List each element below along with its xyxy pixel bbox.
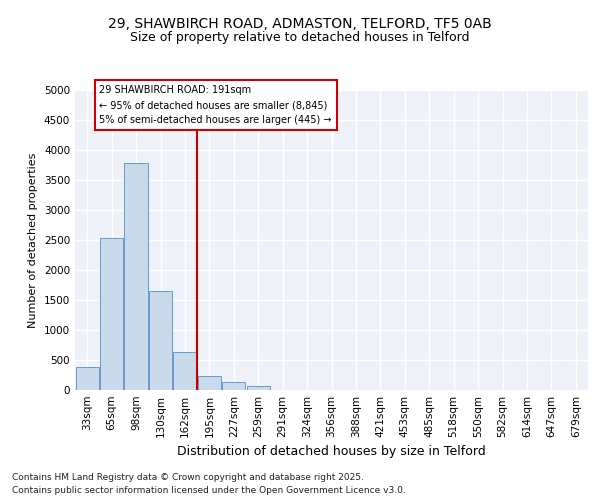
Text: 29 SHAWBIRCH ROAD: 191sqm
← 95% of detached houses are smaller (8,845)
5% of sem: 29 SHAWBIRCH ROAD: 191sqm ← 95% of detac… [100,85,332,125]
Bar [222,382,245,390]
Text: Size of property relative to detached houses in Telford: Size of property relative to detached ho… [130,31,470,44]
Text: Contains public sector information licensed under the Open Government Licence v3: Contains public sector information licen… [12,486,406,495]
Bar [100,238,123,390]
Text: 29, SHAWBIRCH ROAD, ADMASTON, TELFORD, TF5 0AB: 29, SHAWBIRCH ROAD, ADMASTON, TELFORD, T… [108,18,492,32]
Bar [76,367,99,390]
X-axis label: Distribution of detached houses by size in Telford: Distribution of detached houses by size … [177,446,486,458]
Bar [149,291,172,390]
Y-axis label: Number of detached properties: Number of detached properties [28,152,38,328]
Bar [173,352,197,390]
Bar [247,386,270,390]
Bar [124,163,148,390]
Text: Contains HM Land Registry data © Crown copyright and database right 2025.: Contains HM Land Registry data © Crown c… [12,472,364,482]
Bar [198,376,221,390]
